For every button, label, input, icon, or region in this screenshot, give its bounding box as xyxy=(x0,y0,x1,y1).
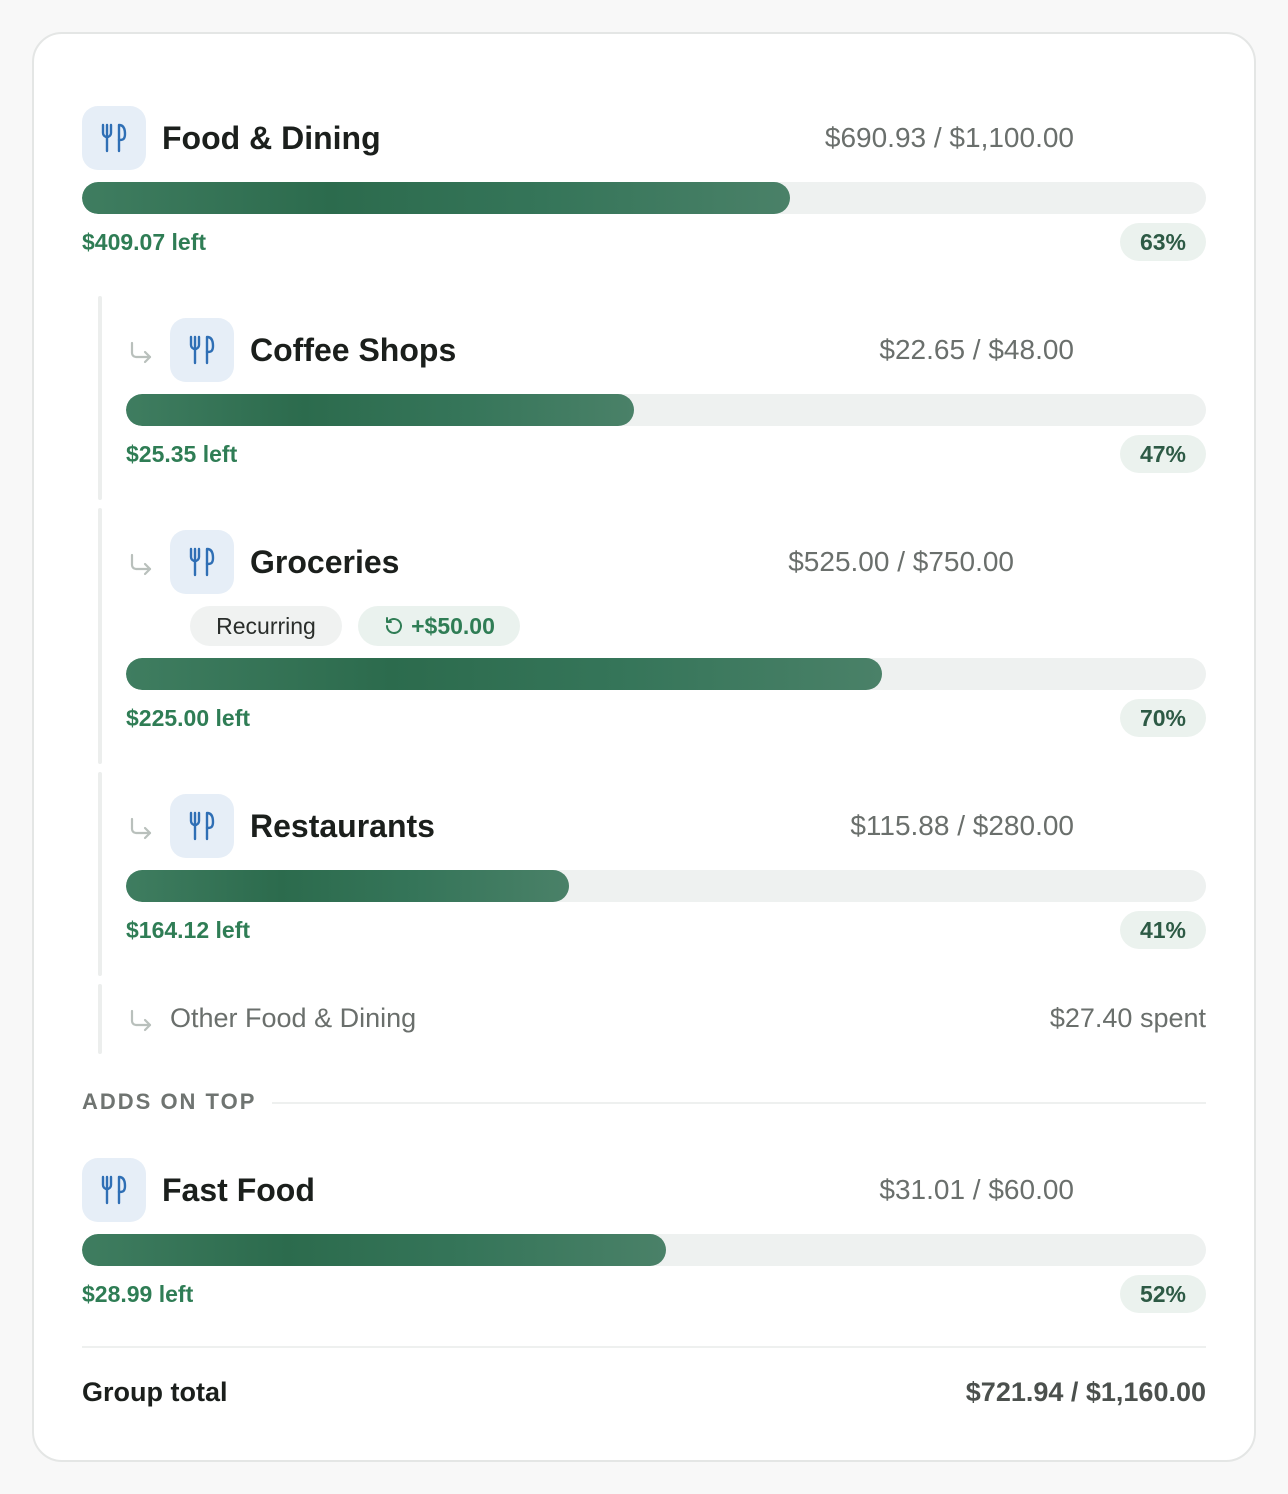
remaining-coffee-shops: $25.35 left xyxy=(126,441,238,467)
section-divider xyxy=(272,1102,1206,1104)
remaining-food-dining: $409.07 left xyxy=(82,229,207,255)
percent-badge-coffee-shops: 47% xyxy=(1120,435,1206,473)
subcategory-indent-line xyxy=(98,984,102,1054)
progress-track-coffee-shops xyxy=(126,394,1206,426)
percent-badge-groceries: 70% xyxy=(1120,699,1206,737)
category-amount-groceries: $525.00 / $750.00 xyxy=(788,546,1014,577)
subcategory-arrow-icon xyxy=(130,1009,152,1032)
category-amount-fast-food: $31.01 / $60.00 xyxy=(879,1174,1074,1205)
fork-knife-icon xyxy=(170,794,234,858)
progress-fill-food-dining xyxy=(82,182,791,214)
fork-knife-icon xyxy=(170,530,234,594)
remaining-restaurants: $164.12 left xyxy=(126,917,251,943)
progress-track-restaurants xyxy=(126,870,1206,902)
category-title-coffee-shops[interactable]: Coffee Shops xyxy=(250,332,457,368)
rollover-badge: +$50.00 xyxy=(358,606,520,646)
subcategory-indent-line xyxy=(98,508,102,764)
percent-badge-fast-food: 52% xyxy=(1120,1275,1206,1313)
rollover-icon xyxy=(386,617,403,634)
percent-badge-restaurants: 41% xyxy=(1120,911,1206,949)
progress-track-food-dining xyxy=(82,182,1206,214)
subcategory-arrow-icon xyxy=(130,341,152,364)
category-title-fast-food[interactable]: Fast Food xyxy=(162,1172,315,1208)
category-amount-food-dining: $690.93 / $1,100.00 xyxy=(824,122,1074,153)
progress-fill-coffee-shops xyxy=(126,394,634,426)
other-food-dining-spent: $27.40 spent xyxy=(1049,1003,1206,1033)
fork-knife-icon xyxy=(82,1158,146,1222)
progress-fill-groceries xyxy=(126,658,882,690)
category-title-groceries[interactable]: Groceries xyxy=(250,544,400,580)
progress-fill-restaurants xyxy=(126,870,569,902)
remaining-groceries: $225.00 left xyxy=(126,705,251,731)
subcategory-indent-line xyxy=(98,772,102,976)
category-title-restaurants[interactable]: Restaurants xyxy=(250,808,435,844)
recurring-badge: Recurring xyxy=(190,606,342,646)
progress-track-groceries xyxy=(126,658,1206,690)
fork-knife-icon xyxy=(170,318,234,382)
budget-group-card: Food & Dining $690.93 / $1,100.00 $409.0… xyxy=(32,32,1256,1462)
remaining-fast-food: $28.99 left xyxy=(82,1281,194,1307)
percent-badge-food-dining: 63% xyxy=(1120,223,1206,261)
other-food-dining-label: Other Food & Dining xyxy=(170,1003,417,1033)
total-divider xyxy=(82,1346,1206,1348)
category-amount-restaurants: $115.88 / $280.00 xyxy=(850,810,1074,841)
group-total-label: Group total xyxy=(82,1377,228,1407)
rollover-amount: +$50.00 xyxy=(411,612,495,639)
adds-on-top-heading: ADDS ON TOP xyxy=(82,1089,257,1114)
category-amount-coffee-shops: $22.65 / $48.00 xyxy=(879,334,1074,365)
progress-fill-fast-food xyxy=(82,1234,667,1266)
subcategory-indent-line xyxy=(98,296,102,500)
fork-knife-icon xyxy=(82,106,146,170)
subcategory-arrow-icon xyxy=(130,553,152,576)
group-total-value: $721.94 / $1,160.00 xyxy=(965,1377,1206,1407)
subcategory-arrow-icon xyxy=(130,817,152,840)
category-title-food-dining[interactable]: Food & Dining xyxy=(162,120,381,156)
progress-track-fast-food xyxy=(82,1234,1206,1266)
